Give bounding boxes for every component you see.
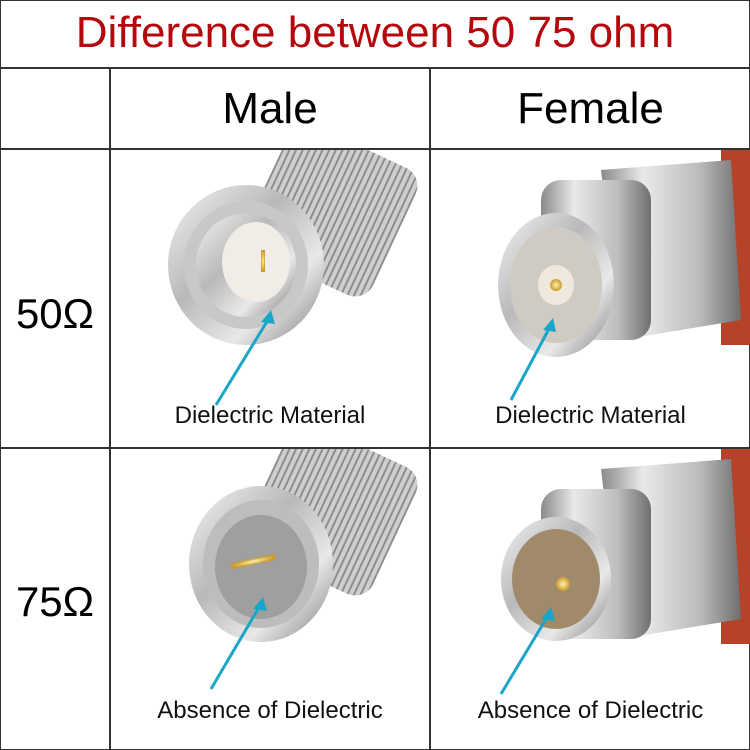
image-75-ohm-female: Absence of Dielectric [431, 449, 750, 748]
page-title: Difference between 50 75 ohm [75, 8, 675, 57]
image-50-ohm-male: Dielectric Material [111, 150, 429, 447]
divider [109, 68, 111, 750]
column-header-female: Female [517, 84, 664, 133]
row-header-75-ohm: 75Ω [15, 578, 95, 625]
column-header-male: Male [222, 84, 318, 133]
caption: Absence of Dielectric [157, 697, 383, 724]
image-50-ohm-female: Dielectric Material [431, 150, 750, 447]
caption: Absence of Dielectric [477, 697, 704, 724]
caption: Dielectric Material [495, 402, 686, 429]
divider [0, 148, 750, 150]
divider [0, 447, 750, 449]
row-header-50-ohm: 50Ω [15, 290, 95, 337]
caption: Dielectric Material [174, 402, 366, 429]
divider [0, 67, 750, 69]
divider [429, 68, 431, 750]
image-75-ohm-male: Absence of Dielectric [111, 449, 429, 748]
